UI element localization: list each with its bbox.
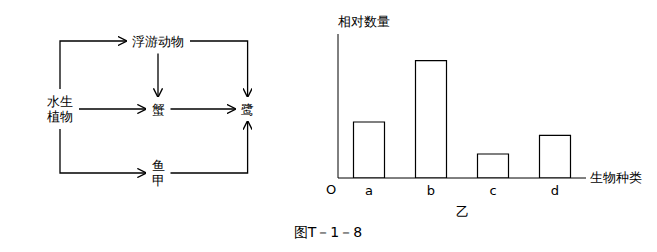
svg-text:c: c	[489, 183, 496, 198]
svg-text:蟹: 蟹	[152, 102, 165, 117]
svg-text:鱼: 鱼	[152, 158, 165, 173]
svg-text:b: b	[427, 183, 435, 198]
svg-text:浮游动物: 浮游动物	[132, 34, 184, 49]
svg-text:甲: 甲	[152, 173, 165, 188]
html-text:O: O	[326, 182, 337, 197]
svg-text:d: d	[551, 183, 559, 198]
svg-text:植物: 植物	[47, 109, 73, 124]
svg-text:鹭: 鹭	[241, 102, 254, 117]
html-text:生物种类: 生物种类	[590, 170, 642, 185]
svg-text:a: a	[365, 183, 373, 198]
html-text:图T－1－8: 图T－1－8	[293, 224, 363, 240]
svg-text:水生: 水生	[47, 94, 73, 109]
html-text:相对数量: 相对数量	[338, 14, 390, 29]
html-text:乙: 乙	[455, 204, 469, 219]
